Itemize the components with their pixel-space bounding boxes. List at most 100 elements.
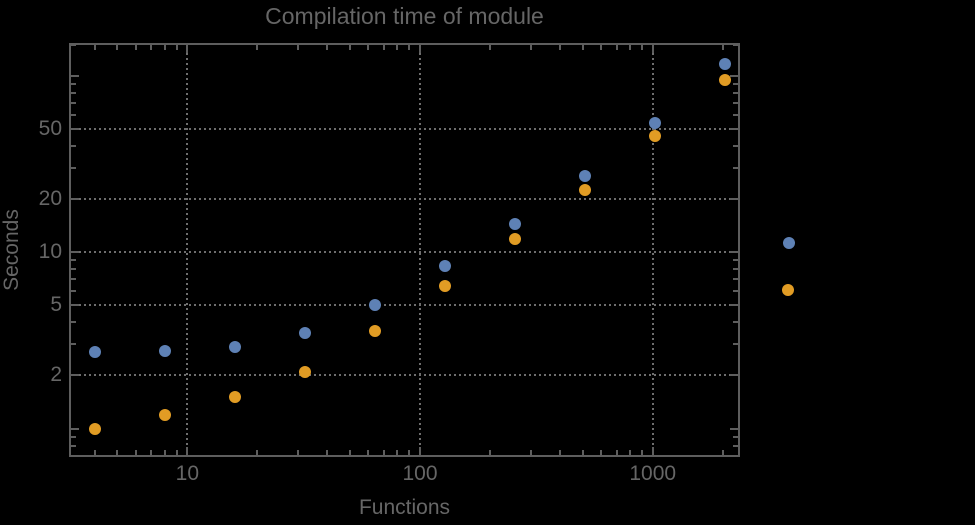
x-minor-tick xyxy=(256,450,259,455)
x-minor-tick xyxy=(600,450,603,455)
chart-title: Compilation time of module xyxy=(265,3,544,29)
x-minor-tick-top xyxy=(348,45,351,50)
y-major-tick xyxy=(71,374,79,377)
x-major-tick-top xyxy=(186,45,189,53)
x-minor-tick-top xyxy=(396,45,399,50)
x-minor-tick-top xyxy=(382,45,385,50)
y-minor-tick-right xyxy=(733,144,738,147)
y-tick-label: 10 xyxy=(38,240,62,264)
x-minor-tick-top xyxy=(93,45,96,50)
y-minor-tick-right xyxy=(733,101,738,104)
gridline-horizontal xyxy=(69,197,740,200)
y-minor-tick xyxy=(71,290,76,293)
data-point-blue-series xyxy=(509,218,522,231)
y-major-tick-right xyxy=(730,304,738,307)
x-tick-label: 1000 xyxy=(629,462,677,485)
y-minor-tick xyxy=(71,278,76,281)
gridline-horizontal xyxy=(69,127,740,130)
y-minor-tick-right xyxy=(733,278,738,281)
data-point-orange-series xyxy=(368,325,381,338)
legend-marker-orange-series xyxy=(782,284,794,296)
y-minor-tick xyxy=(71,43,76,46)
x-minor-tick-top xyxy=(581,45,584,50)
x-minor-tick xyxy=(93,450,96,455)
x-minor-tick xyxy=(348,450,351,455)
x-minor-tick xyxy=(367,450,370,455)
data-point-orange-series xyxy=(88,422,101,435)
x-minor-tick xyxy=(326,450,329,455)
data-point-blue-series xyxy=(368,299,381,312)
x-major-tick xyxy=(186,447,189,455)
plot-frame xyxy=(69,43,740,457)
x-minor-tick xyxy=(721,450,724,455)
x-tick-label: 100 xyxy=(402,462,438,485)
y-minor-tick-right xyxy=(733,268,738,271)
x-minor-tick xyxy=(408,450,411,455)
x-minor-tick xyxy=(489,450,492,455)
y-minor-tick xyxy=(71,144,76,147)
y-tick-label: 2 xyxy=(50,363,62,387)
y-major-tick-right xyxy=(730,127,738,130)
x-minor-tick-top xyxy=(134,45,137,50)
y-minor-tick-right xyxy=(733,435,738,438)
y-minor-tick-right xyxy=(733,343,738,346)
y-major-tick xyxy=(71,251,79,254)
y-minor-tick xyxy=(71,444,76,447)
x-major-tick-top xyxy=(419,45,422,53)
y-major-tick-right xyxy=(730,251,738,254)
y-major-tick-right xyxy=(730,427,738,430)
x-axis-label: Functions xyxy=(358,496,451,519)
x-minor-tick-top xyxy=(721,45,724,50)
data-point-orange-series xyxy=(158,408,171,421)
data-point-orange-series xyxy=(579,183,592,196)
x-minor-tick-top xyxy=(615,45,618,50)
y-minor-tick xyxy=(71,166,76,169)
gridline-vertical xyxy=(651,43,654,457)
x-tick-label: 10 xyxy=(175,462,200,485)
x-minor-tick xyxy=(116,450,119,455)
y-minor-tick xyxy=(71,454,76,457)
x-minor-tick xyxy=(615,450,618,455)
x-minor-tick xyxy=(134,450,137,455)
y-major-tick xyxy=(71,304,79,307)
x-minor-tick xyxy=(150,450,153,455)
y-major-tick-right xyxy=(730,374,738,377)
y-tick-label: 5 xyxy=(50,293,62,317)
x-minor-tick xyxy=(382,450,385,455)
data-point-blue-series xyxy=(298,326,311,339)
y-major-tick xyxy=(71,127,79,130)
y-minor-tick xyxy=(71,91,76,94)
data-point-blue-series xyxy=(649,116,662,129)
x-minor-tick-top xyxy=(175,45,178,50)
x-major-tick xyxy=(651,447,654,455)
x-minor-tick xyxy=(581,450,584,455)
x-minor-tick-top xyxy=(530,45,533,50)
gridline-vertical xyxy=(186,43,189,457)
y-major-tick xyxy=(71,197,79,200)
y-minor-tick-right xyxy=(733,82,738,85)
x-minor-tick-top xyxy=(116,45,119,50)
x-minor-tick xyxy=(297,450,300,455)
y-minor-tick-right xyxy=(733,290,738,293)
y-major-tick xyxy=(71,74,79,77)
x-minor-tick xyxy=(641,450,644,455)
x-minor-tick-top xyxy=(489,45,492,50)
x-minor-tick xyxy=(629,450,632,455)
x-minor-tick-top xyxy=(600,45,603,50)
x-minor-tick-top xyxy=(629,45,632,50)
data-point-orange-series xyxy=(298,365,311,378)
y-minor-tick xyxy=(71,435,76,438)
y-minor-tick-right xyxy=(733,454,738,457)
x-minor-tick xyxy=(530,450,533,455)
y-major-tick xyxy=(71,427,79,430)
x-minor-tick-top xyxy=(559,45,562,50)
x-minor-tick-top xyxy=(641,45,644,50)
y-minor-tick-right xyxy=(733,91,738,94)
x-minor-tick xyxy=(559,450,562,455)
data-point-blue-series xyxy=(88,346,101,359)
y-major-tick-right xyxy=(730,197,738,200)
y-tick-label: 20 xyxy=(38,186,62,210)
data-point-blue-series xyxy=(158,345,171,358)
x-minor-tick xyxy=(396,450,399,455)
y-minor-tick xyxy=(71,82,76,85)
